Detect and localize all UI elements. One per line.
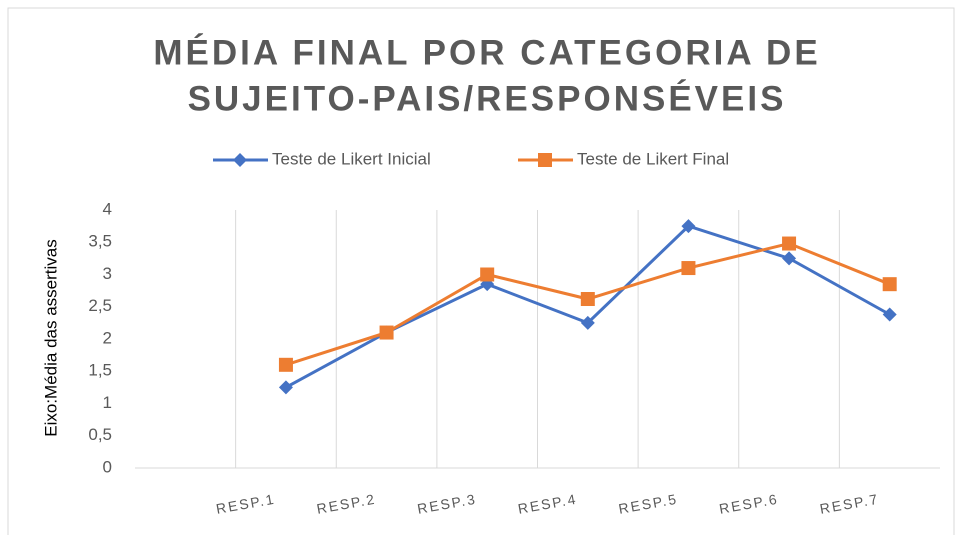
y-tick-label: 1 (103, 393, 112, 412)
data-point (681, 261, 696, 276)
data-point (480, 267, 495, 282)
data-point (580, 292, 595, 307)
legend-marker (233, 153, 247, 167)
legend-marker (538, 153, 552, 167)
y-axis-label: Eixo:Média das assertivas (41, 239, 60, 436)
data-point (278, 380, 293, 395)
data-point (681, 219, 696, 234)
y-tick-label: 0,5 (88, 425, 112, 444)
y-tick-label: 2 (103, 328, 112, 347)
y-tick-label: 4 (103, 199, 112, 218)
data-point (882, 277, 897, 292)
chart-title: SUJEITO-PAIS/RESPONSÉVEIS (188, 78, 787, 118)
chart-title: MÉDIA FINAL POR CATEGORIA DE (153, 32, 820, 72)
y-tick-label: 0 (103, 457, 112, 476)
data-point (580, 315, 595, 330)
data-point (882, 307, 897, 322)
data-point (278, 357, 293, 372)
data-point (379, 325, 394, 340)
data-point (782, 236, 797, 251)
y-tick-label: 2,5 (88, 296, 112, 315)
data-point (782, 251, 797, 266)
legend-label: Teste de Likert Final (577, 149, 729, 168)
legend-label: Teste de Likert Inicial (272, 149, 431, 168)
y-tick-label: 3 (103, 264, 112, 283)
y-tick-label: 3,5 (88, 232, 112, 251)
y-tick-label: 1,5 (88, 361, 112, 380)
